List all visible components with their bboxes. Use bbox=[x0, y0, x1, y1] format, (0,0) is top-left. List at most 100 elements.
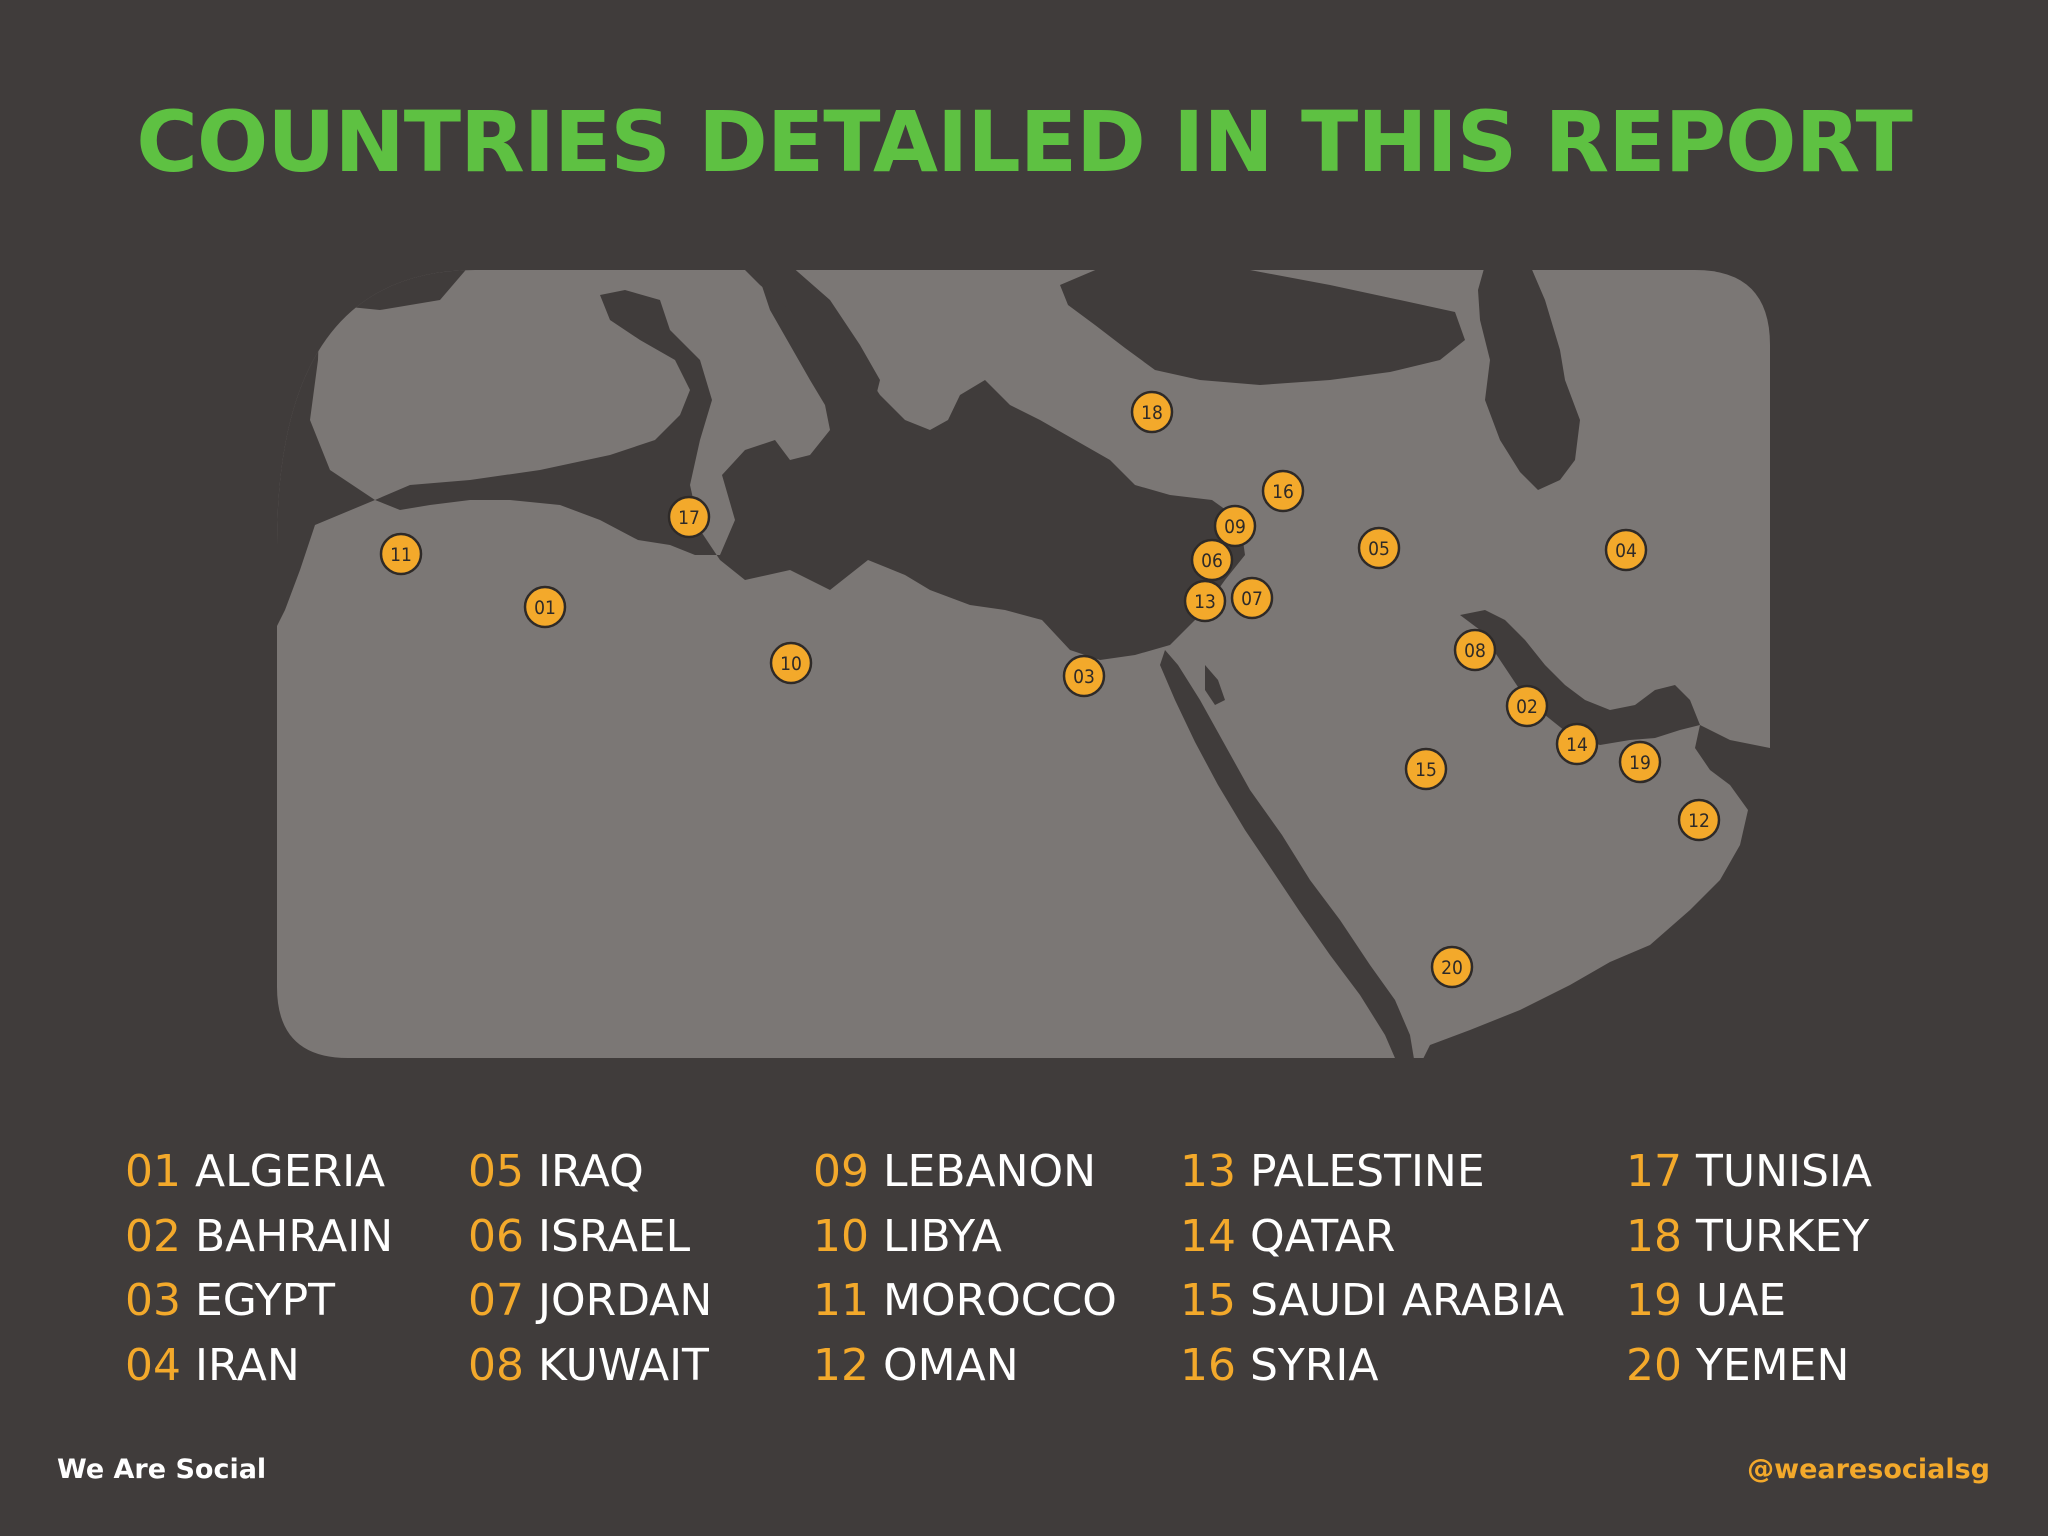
country-name: LIBYA bbox=[883, 1210, 1002, 1262]
map-marker-bahrain: 02 bbox=[1505, 684, 1549, 728]
list-item: 02 BAHRAIN bbox=[125, 1205, 393, 1270]
map-marker-yemen: 20 bbox=[1430, 945, 1474, 989]
marker-circle bbox=[1677, 798, 1721, 842]
marker-label: 17 bbox=[678, 507, 700, 529]
marker-circle bbox=[1062, 654, 1106, 698]
marker-circle bbox=[1130, 390, 1174, 434]
country-list-col-5: 17 TUNISIA 18 TURKEY 19 UAE 20 YEMEN bbox=[1626, 1140, 1872, 1398]
country-number: 02 bbox=[125, 1210, 181, 1262]
map-marker-tunisia: 17 bbox=[667, 495, 711, 539]
country-name: OMAN bbox=[883, 1339, 1019, 1391]
marker-circle bbox=[1505, 684, 1549, 728]
country-number: 19 bbox=[1626, 1275, 1682, 1326]
marker-label: 03 bbox=[1073, 666, 1095, 688]
country-name: TUNISIA bbox=[1696, 1146, 1872, 1197]
country-name: YEMEN bbox=[1696, 1339, 1850, 1391]
list-item: 10 LIBYA bbox=[813, 1205, 1117, 1270]
list-item: 14 QATAR bbox=[1180, 1205, 1564, 1270]
marker-label: 18 bbox=[1141, 402, 1163, 424]
list-item: 09 LEBANON bbox=[813, 1140, 1117, 1205]
marker-circle bbox=[1404, 747, 1448, 791]
list-item: 11 MOROCCO bbox=[813, 1269, 1117, 1334]
country-name: UAE bbox=[1696, 1275, 1787, 1326]
country-number: 16 bbox=[1180, 1339, 1236, 1391]
marker-label: 06 bbox=[1201, 550, 1223, 572]
mediterranean-sea bbox=[375, 270, 1245, 660]
marker-circle bbox=[1230, 576, 1274, 620]
marker-label: 02 bbox=[1516, 696, 1538, 718]
marker-circle bbox=[1618, 740, 1662, 784]
map-marker-libya: 10 bbox=[769, 641, 813, 685]
list-item: 01 ALGERIA bbox=[125, 1140, 393, 1205]
map-marker-qatar: 14 bbox=[1555, 722, 1599, 766]
country-name: PALESTINE bbox=[1250, 1146, 1485, 1197]
map-marker-algeria: 01 bbox=[523, 585, 567, 629]
list-item: 16 SYRIA bbox=[1180, 1334, 1564, 1399]
country-name: EGYPT bbox=[195, 1275, 335, 1326]
marker-label: 20 bbox=[1441, 957, 1463, 979]
marker-label: 14 bbox=[1566, 734, 1588, 756]
red-sea bbox=[1160, 650, 1415, 1058]
country-number: 12 bbox=[813, 1339, 869, 1391]
marker-label: 07 bbox=[1241, 588, 1263, 610]
gulf-of-aqaba bbox=[1205, 665, 1225, 705]
list-item: 20 YEMEN bbox=[1626, 1334, 1872, 1399]
country-number: 07 bbox=[468, 1275, 524, 1326]
map-marker-egypt: 03 bbox=[1062, 654, 1106, 698]
country-name: LEBANON bbox=[883, 1146, 1097, 1197]
map-marker-israel: 06 bbox=[1190, 538, 1234, 582]
map-marker-syria: 16 bbox=[1261, 469, 1305, 513]
country-name: IRAN bbox=[195, 1339, 300, 1391]
marker-circle bbox=[523, 585, 567, 629]
country-number: 04 bbox=[125, 1339, 181, 1391]
country-number: 15 bbox=[1180, 1275, 1236, 1326]
marker-circle bbox=[1190, 538, 1234, 582]
map-marker-iraq: 05 bbox=[1357, 526, 1401, 570]
country-number: 06 bbox=[468, 1210, 524, 1262]
country-number: 10 bbox=[813, 1210, 869, 1262]
arabian-sea bbox=[1420, 725, 1770, 1058]
map-marker-uae: 19 bbox=[1618, 740, 1662, 784]
marker-circle bbox=[1555, 722, 1599, 766]
country-name: KUWAIT bbox=[538, 1339, 709, 1391]
list-item: 04 IRAN bbox=[125, 1334, 393, 1399]
list-item: 03 EGYPT bbox=[125, 1269, 393, 1334]
country-name: JORDAN bbox=[538, 1275, 713, 1326]
country-number: 08 bbox=[468, 1339, 524, 1391]
brand-logo-text: We Are Social bbox=[57, 1454, 267, 1485]
black-sea bbox=[1060, 270, 1465, 385]
page-title: COUNTRIES DETAILED IN THIS REPORT bbox=[136, 93, 1913, 191]
map-marker-turkey: 18 bbox=[1130, 390, 1174, 434]
list-item: 08 KUWAIT bbox=[468, 1334, 712, 1399]
marker-label: 09 bbox=[1224, 516, 1246, 538]
country-list-col-1: 01 ALGERIA 02 BAHRAIN 03 EGYPT 04 IRAN bbox=[125, 1140, 393, 1398]
list-item: 19 UAE bbox=[1626, 1269, 1872, 1334]
country-name: TURKEY bbox=[1696, 1210, 1870, 1262]
list-item: 06 ISRAEL bbox=[468, 1205, 712, 1270]
marker-label: 16 bbox=[1272, 481, 1294, 503]
map-marker-lebanon: 09 bbox=[1213, 504, 1257, 548]
marker-label: 11 bbox=[390, 544, 412, 566]
adriatic-sea bbox=[740, 270, 880, 400]
map-marker-morocco: 11 bbox=[379, 532, 423, 576]
marker-label: 15 bbox=[1415, 759, 1437, 781]
marker-label: 08 bbox=[1464, 640, 1486, 662]
marker-label: 05 bbox=[1368, 538, 1390, 560]
marker-label: 13 bbox=[1194, 591, 1216, 613]
map-marker-saudi-arabia: 15 bbox=[1404, 747, 1448, 791]
map-marker-iran: 04 bbox=[1604, 528, 1648, 572]
persian-gulf bbox=[1460, 610, 1700, 745]
country-number: 14 bbox=[1180, 1210, 1236, 1262]
marker-circle bbox=[1604, 528, 1648, 572]
country-number: 01 bbox=[125, 1146, 181, 1197]
map-marker-oman: 12 bbox=[1677, 798, 1721, 842]
country-name: ALGERIA bbox=[195, 1146, 386, 1197]
marker-circle bbox=[1430, 945, 1474, 989]
map-marker-jordan: 07 bbox=[1230, 576, 1274, 620]
country-list-col-2: 05 IRAQ 06 ISRAEL 07 JORDAN 08 KUWAIT bbox=[468, 1140, 712, 1398]
country-number: 09 bbox=[813, 1146, 869, 1197]
caspian-sea bbox=[1478, 270, 1580, 490]
marker-label: 10 bbox=[780, 653, 802, 675]
list-item: 07 JORDAN bbox=[468, 1269, 712, 1334]
